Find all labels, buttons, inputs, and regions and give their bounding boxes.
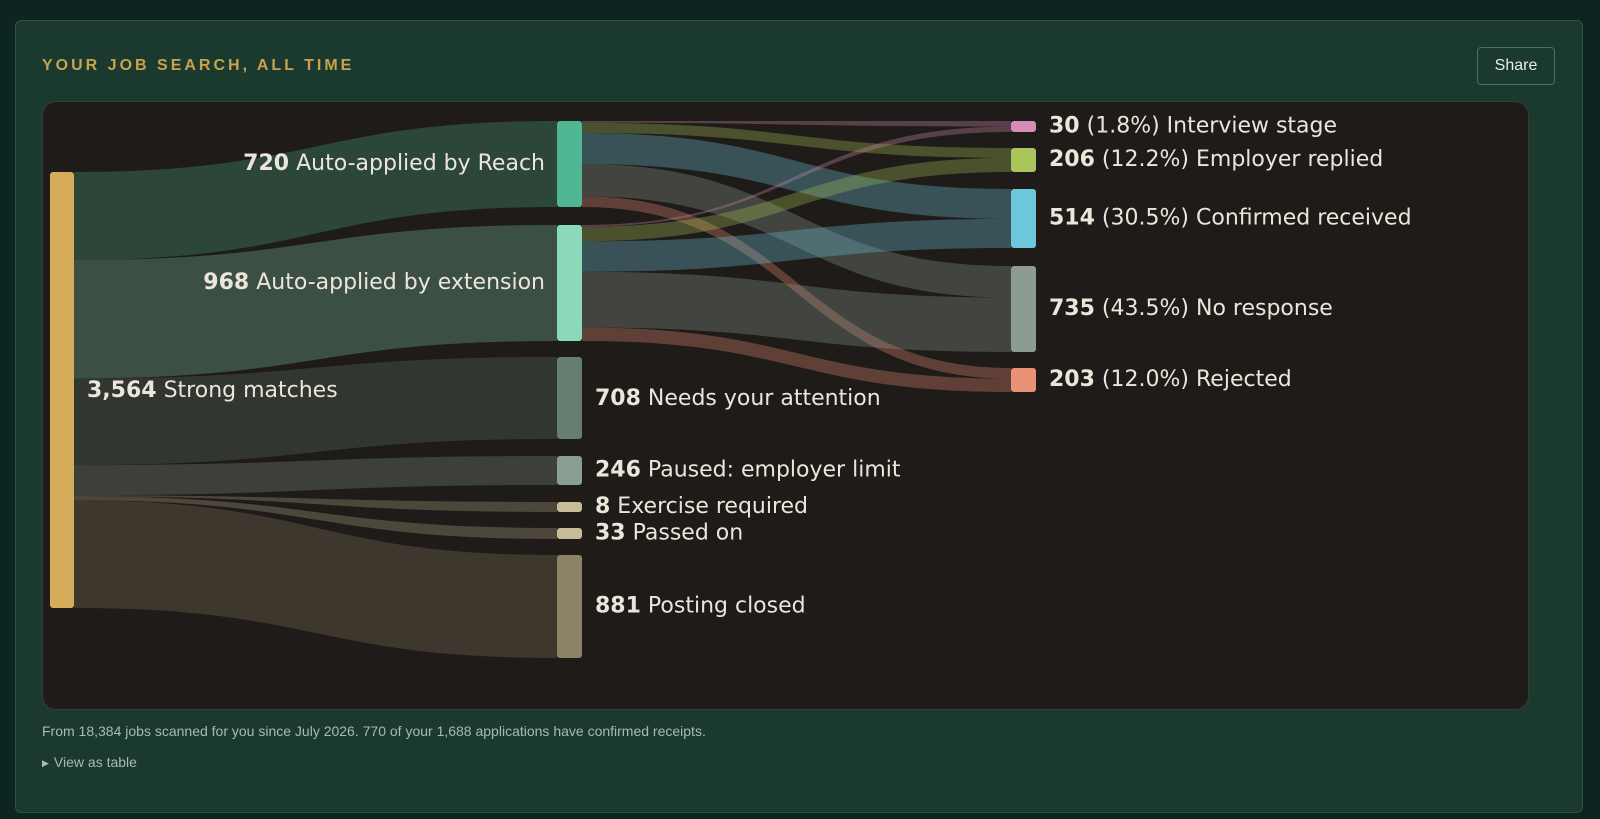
label-ext-text: Auto-applied by extension xyxy=(249,270,545,295)
link-ext-to-interview xyxy=(582,126,1011,227)
link-ext-to-received xyxy=(582,218,1011,272)
label-closed: 881 Posting closed xyxy=(595,594,806,619)
node-reach xyxy=(557,121,582,207)
label-attention-value: 708 xyxy=(595,386,641,411)
label-closed-value: 881 xyxy=(595,594,641,619)
label-attention: 708 Needs your attention xyxy=(595,386,881,411)
node-noresp xyxy=(1011,266,1036,352)
label-strong: 3,564 Strong matches xyxy=(87,378,338,403)
label-replied: 206 (12.2%) Employer replied xyxy=(1049,147,1383,172)
label-passed-text: Passed on xyxy=(626,521,744,546)
sankey-chart: 3,564 Strong matches 720 Auto-applied by … xyxy=(42,101,1529,710)
share-button[interactable]: Share xyxy=(1477,47,1555,85)
label-exercise-value: 8 xyxy=(595,494,610,519)
card-title: YOUR JOB SEARCH, ALL TIME xyxy=(42,57,355,74)
sankey-svg: 3,564 Strong matches 720 Auto-applied by … xyxy=(50,114,1412,658)
label-ext: 968 Auto-applied by extension xyxy=(203,270,545,295)
label-strong-text: Strong matches xyxy=(157,378,338,403)
label-ext-value: 968 xyxy=(203,270,249,295)
link-reach-to-replied xyxy=(582,122,1011,158)
link-strong-to-paused xyxy=(74,456,557,496)
link-ext-to-replied xyxy=(582,157,1011,242)
node-passed xyxy=(557,528,582,539)
link-ext-to-noresp xyxy=(582,271,1011,352)
node-strong xyxy=(50,172,74,608)
link-strong-to-exercise xyxy=(74,495,557,512)
node-interview xyxy=(1011,121,1036,132)
link-ext-to-rejected xyxy=(582,327,1011,392)
sankey-links xyxy=(74,121,1011,658)
triangle-right-icon: ▶ xyxy=(42,758,49,768)
label-reach: 720 Auto-applied by Reach xyxy=(243,151,545,176)
label-interview-value: 30 xyxy=(1049,114,1080,139)
label-rejected-value: 203 xyxy=(1049,367,1095,392)
label-interview: 30 (1.8%) Interview stage xyxy=(1049,114,1337,139)
link-strong-to-passed xyxy=(74,496,557,539)
label-noresp-percent: (43.5%) xyxy=(1095,296,1189,321)
label-interview-percent: (1.8%) xyxy=(1080,114,1160,139)
sankey-nodes xyxy=(50,121,1036,658)
link-strong-to-attention xyxy=(74,357,557,466)
label-passed-value: 33 xyxy=(595,521,626,546)
label-interview-text: Interview stage xyxy=(1160,114,1337,139)
link-reach-to-noresp xyxy=(582,164,1011,298)
label-closed-text: Posting closed xyxy=(641,594,806,619)
node-replied xyxy=(1011,148,1036,172)
link-reach-to-rejected xyxy=(582,196,1011,379)
link-strong-to-reach xyxy=(74,121,557,261)
view-as-table-toggle[interactable]: ▶ View as table xyxy=(42,754,137,770)
link-reach-to-interview xyxy=(582,121,1011,127)
node-ext xyxy=(557,225,582,341)
node-closed xyxy=(557,555,582,658)
label-received-text: Confirmed received xyxy=(1189,206,1412,231)
label-received-percent: (30.5%) xyxy=(1095,206,1189,231)
node-received xyxy=(1011,189,1036,248)
label-exercise-text: Exercise required xyxy=(610,494,808,519)
link-reach-to-received xyxy=(582,132,1011,219)
node-rejected xyxy=(1011,368,1036,392)
label-paused: 246 Paused: employer limit xyxy=(595,458,901,483)
view-as-table-label: View as table xyxy=(53,754,137,770)
label-noresp-value: 735 xyxy=(1049,296,1095,321)
footnote: From 18,384 jobs scanned for you since J… xyxy=(42,723,706,739)
label-reach-text: Auto-applied by Reach xyxy=(289,151,545,176)
label-strong-value: 3,564 xyxy=(87,378,157,403)
label-received-value: 514 xyxy=(1049,206,1095,231)
label-rejected-text: Rejected xyxy=(1189,367,1292,392)
label-paused-value: 246 xyxy=(595,458,641,483)
label-received: 514 (30.5%) Confirmed received xyxy=(1049,206,1412,231)
label-noresp: 735 (43.5%) No response xyxy=(1049,296,1333,321)
node-attention xyxy=(557,357,582,439)
sankey-labels: 3,564 Strong matches 720 Auto-applied by … xyxy=(87,114,1412,619)
label-replied-value: 206 xyxy=(1049,147,1095,172)
node-exercise xyxy=(557,502,582,512)
label-replied-percent: (12.2%) xyxy=(1095,147,1189,172)
label-rejected: 203 (12.0%) Rejected xyxy=(1049,367,1292,392)
label-passed: 33 Passed on xyxy=(595,521,743,546)
label-attention-text: Needs your attention xyxy=(641,386,881,411)
node-paused xyxy=(557,456,582,485)
job-search-card: YOUR JOB SEARCH, ALL TIME Share 3,564 St… xyxy=(15,20,1583,813)
label-reach-value: 720 xyxy=(243,151,289,176)
label-paused-text: Paused: employer limit xyxy=(641,458,901,483)
link-strong-to-ext xyxy=(74,225,557,379)
label-rejected-percent: (12.0%) xyxy=(1095,367,1189,392)
link-strong-to-closed xyxy=(74,500,557,658)
label-noresp-text: No response xyxy=(1189,296,1333,321)
label-replied-text: Employer replied xyxy=(1189,147,1383,172)
label-exercise: 8 Exercise required xyxy=(595,494,808,519)
